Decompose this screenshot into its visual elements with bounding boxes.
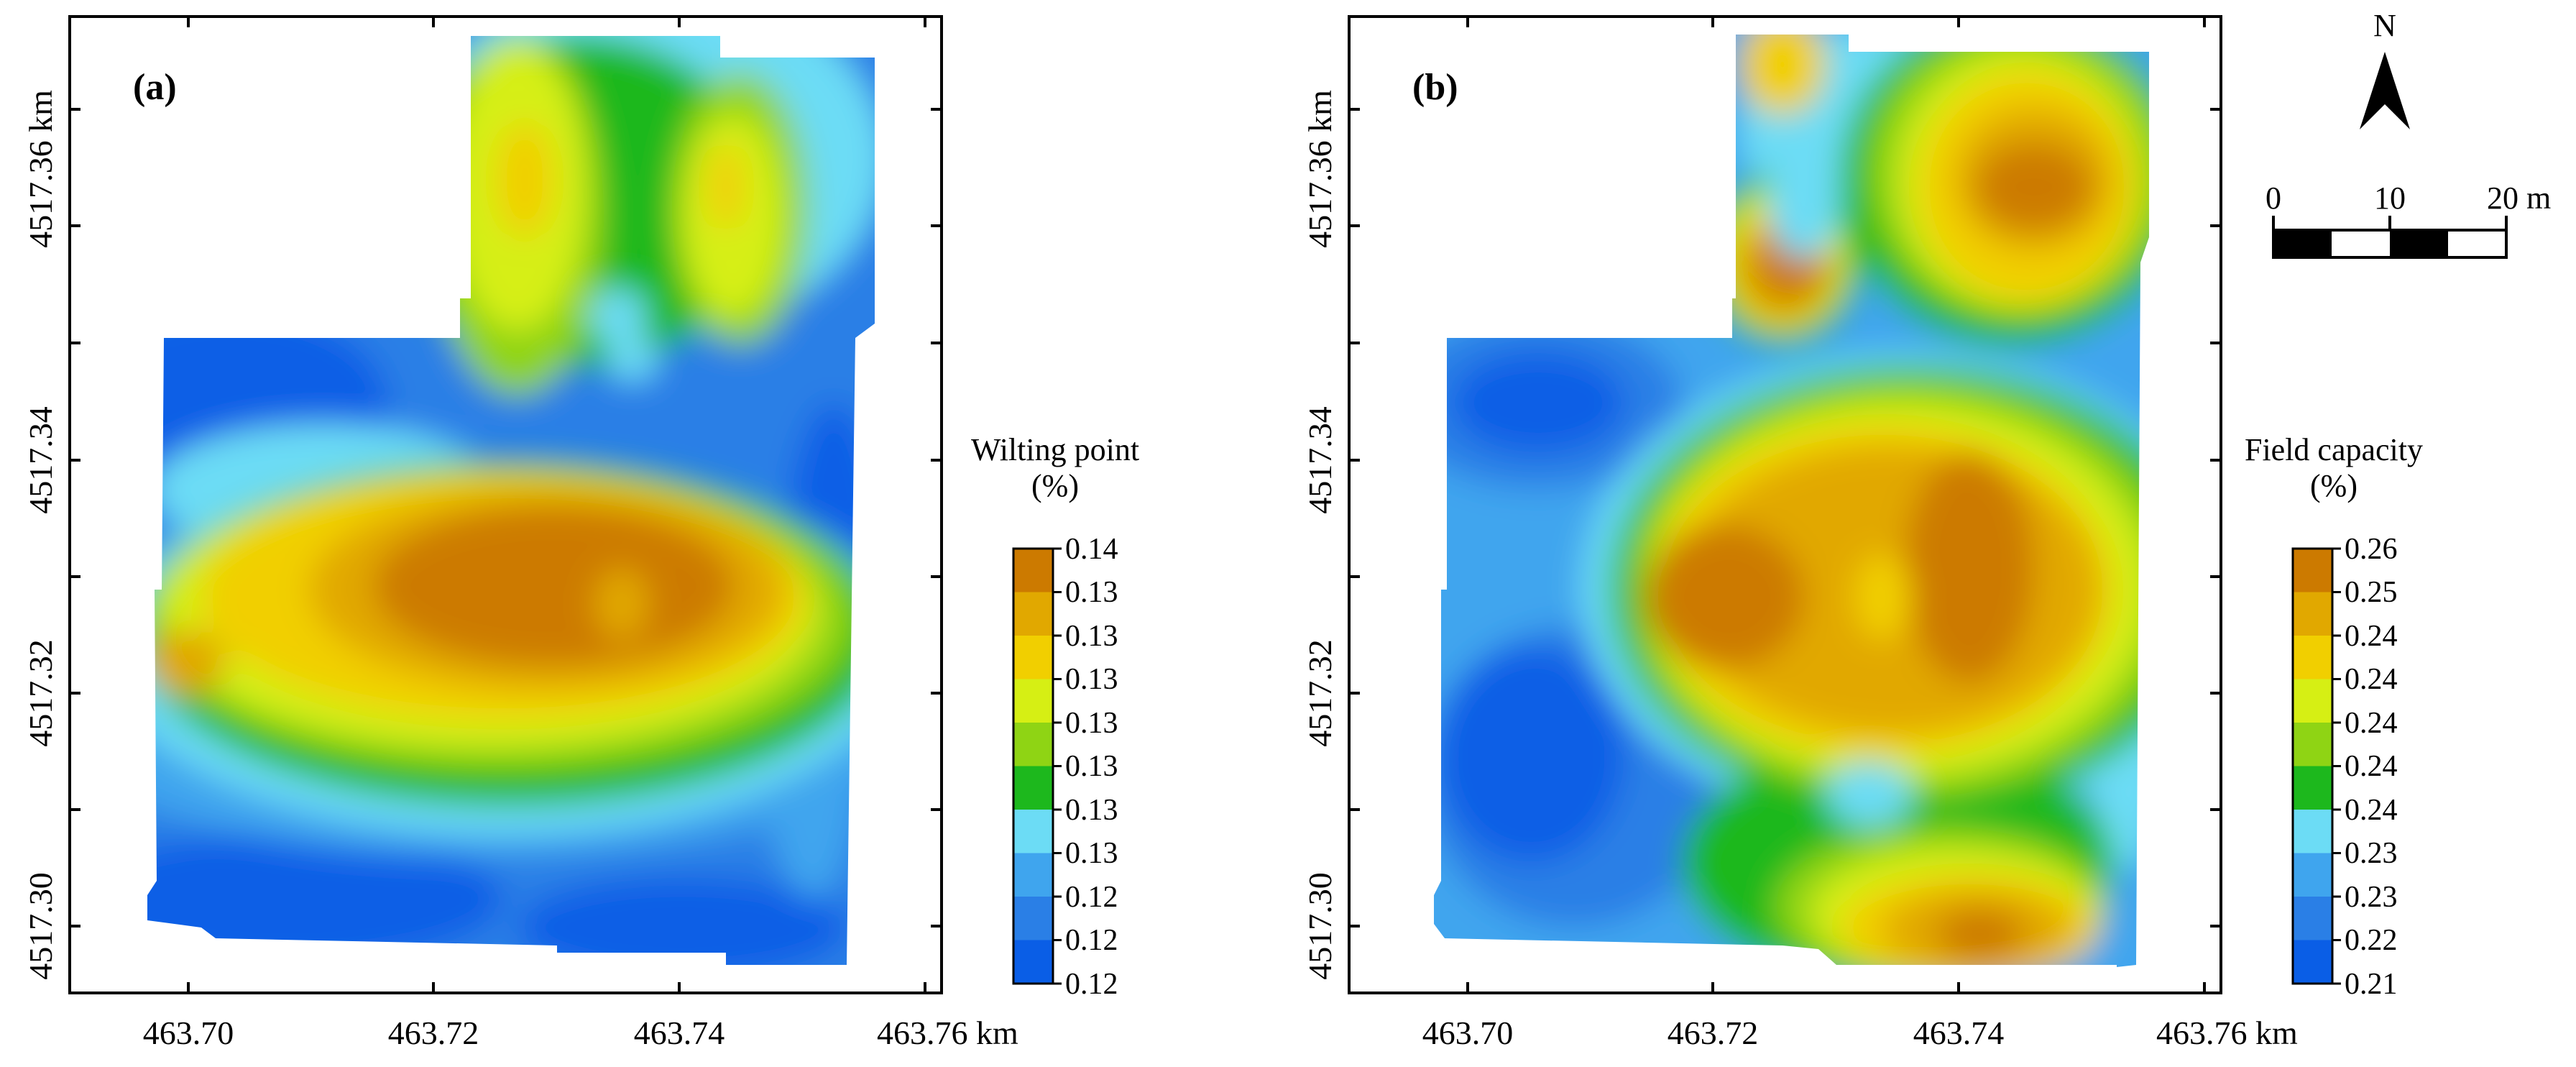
legend-value-a: 0.13 bbox=[1065, 794, 1118, 827]
x-tick-label: 463.70 bbox=[1422, 1015, 1514, 1051]
y-tick-label: 4517.30 bbox=[22, 872, 59, 980]
legend-value-b: 0.22 bbox=[2345, 924, 2398, 957]
legend-value-a: 0.13 bbox=[1065, 663, 1118, 696]
north-label: N bbox=[2373, 8, 2396, 43]
y-tick-label: 4517.30 bbox=[1302, 872, 1338, 980]
panel-label-a: (a) bbox=[133, 67, 177, 108]
y-tick-label: 4517.36 km bbox=[1302, 90, 1338, 248]
legend-value-b: 0.26 bbox=[2345, 533, 2398, 566]
legend-value-b: 0.24 bbox=[2345, 794, 2398, 827]
ticks-a bbox=[70, 17, 942, 993]
x-tick-label: 463.72 bbox=[388, 1015, 479, 1051]
y-tick-label: 4517.32 bbox=[22, 639, 59, 747]
legend-a: Wilting point (%) 0.14 0.13 0.1 bbox=[971, 432, 1139, 1001]
legend-value-b: 0.25 bbox=[2345, 576, 2398, 609]
heatmap-b bbox=[1434, 35, 2149, 967]
legend-value-a: 0.13 bbox=[1065, 707, 1118, 740]
legend-value-a: 0.13 bbox=[1065, 620, 1118, 653]
legend-value-b: 0.23 bbox=[2345, 881, 2398, 914]
legend-value-a: 0.12 bbox=[1065, 881, 1118, 914]
north-arrow-icon bbox=[2360, 52, 2410, 129]
legend-title-b: Field capacity bbox=[2245, 432, 2423, 467]
legend-title-a: Wilting point bbox=[971, 432, 1139, 467]
legend-value-b: 0.24 bbox=[2345, 750, 2398, 783]
scale-label: 20 m bbox=[2487, 180, 2551, 216]
scale-bar: 0 10 20 m bbox=[2266, 180, 2551, 259]
scale-label: 0 bbox=[2266, 180, 2281, 216]
legend-value-a: 0.13 bbox=[1065, 837, 1118, 870]
legend-value-a: 0.13 bbox=[1065, 750, 1118, 783]
scale-label: 10 bbox=[2374, 180, 2406, 216]
legend-value-a: 0.12 bbox=[1065, 924, 1118, 957]
y-tick-label: 4517.32 bbox=[1302, 639, 1338, 747]
frame-b bbox=[1348, 15, 2222, 994]
north-arrow: N bbox=[2360, 8, 2410, 129]
legend-value-a: 0.13 bbox=[1065, 576, 1118, 609]
legend-value-a: 0.14 bbox=[1065, 533, 1118, 566]
legend-unit-b: (%) bbox=[2310, 468, 2358, 503]
legend-value-b: 0.24 bbox=[2345, 663, 2398, 696]
x-tick-label: 463.76 km bbox=[2156, 1015, 2298, 1051]
x-tick-label: 463.76 km bbox=[877, 1015, 1018, 1051]
legend-value-b: 0.21 bbox=[2345, 968, 2398, 1001]
legend-unit-a: (%) bbox=[1031, 468, 1079, 503]
x-tick-label: 463.74 bbox=[634, 1015, 725, 1051]
legend-value-b: 0.23 bbox=[2345, 837, 2398, 870]
legend-value-b: 0.24 bbox=[2345, 707, 2398, 740]
frame-a bbox=[68, 15, 943, 994]
y-tick-label: 4517.34 bbox=[22, 406, 59, 514]
legend-value-b: 0.24 bbox=[2345, 620, 2398, 653]
y-tick-label: 4517.34 bbox=[1302, 406, 1338, 514]
x-tick-label: 463.70 bbox=[143, 1015, 234, 1051]
panel-a: (a) 463.70 463.72 463.74 463.76 km 4517.… bbox=[22, 15, 1139, 1051]
legend-value-a: 0.12 bbox=[1065, 968, 1118, 1001]
x-tick-label: 463.74 bbox=[1913, 1015, 2005, 1051]
heatmap-a bbox=[147, 36, 875, 965]
x-tick-label: 463.72 bbox=[1668, 1015, 1759, 1051]
panel-b: (b) 463.70 463.72 463.74 463.76 km 4517.… bbox=[1302, 15, 2423, 1051]
ticks-b bbox=[1349, 17, 2221, 993]
legend-b: Field capacity (%) 0.26 0.25 0. bbox=[2245, 432, 2423, 1001]
y-tick-label: 4517.36 km bbox=[22, 90, 59, 248]
panel-label-b: (b) bbox=[1412, 67, 1458, 108]
